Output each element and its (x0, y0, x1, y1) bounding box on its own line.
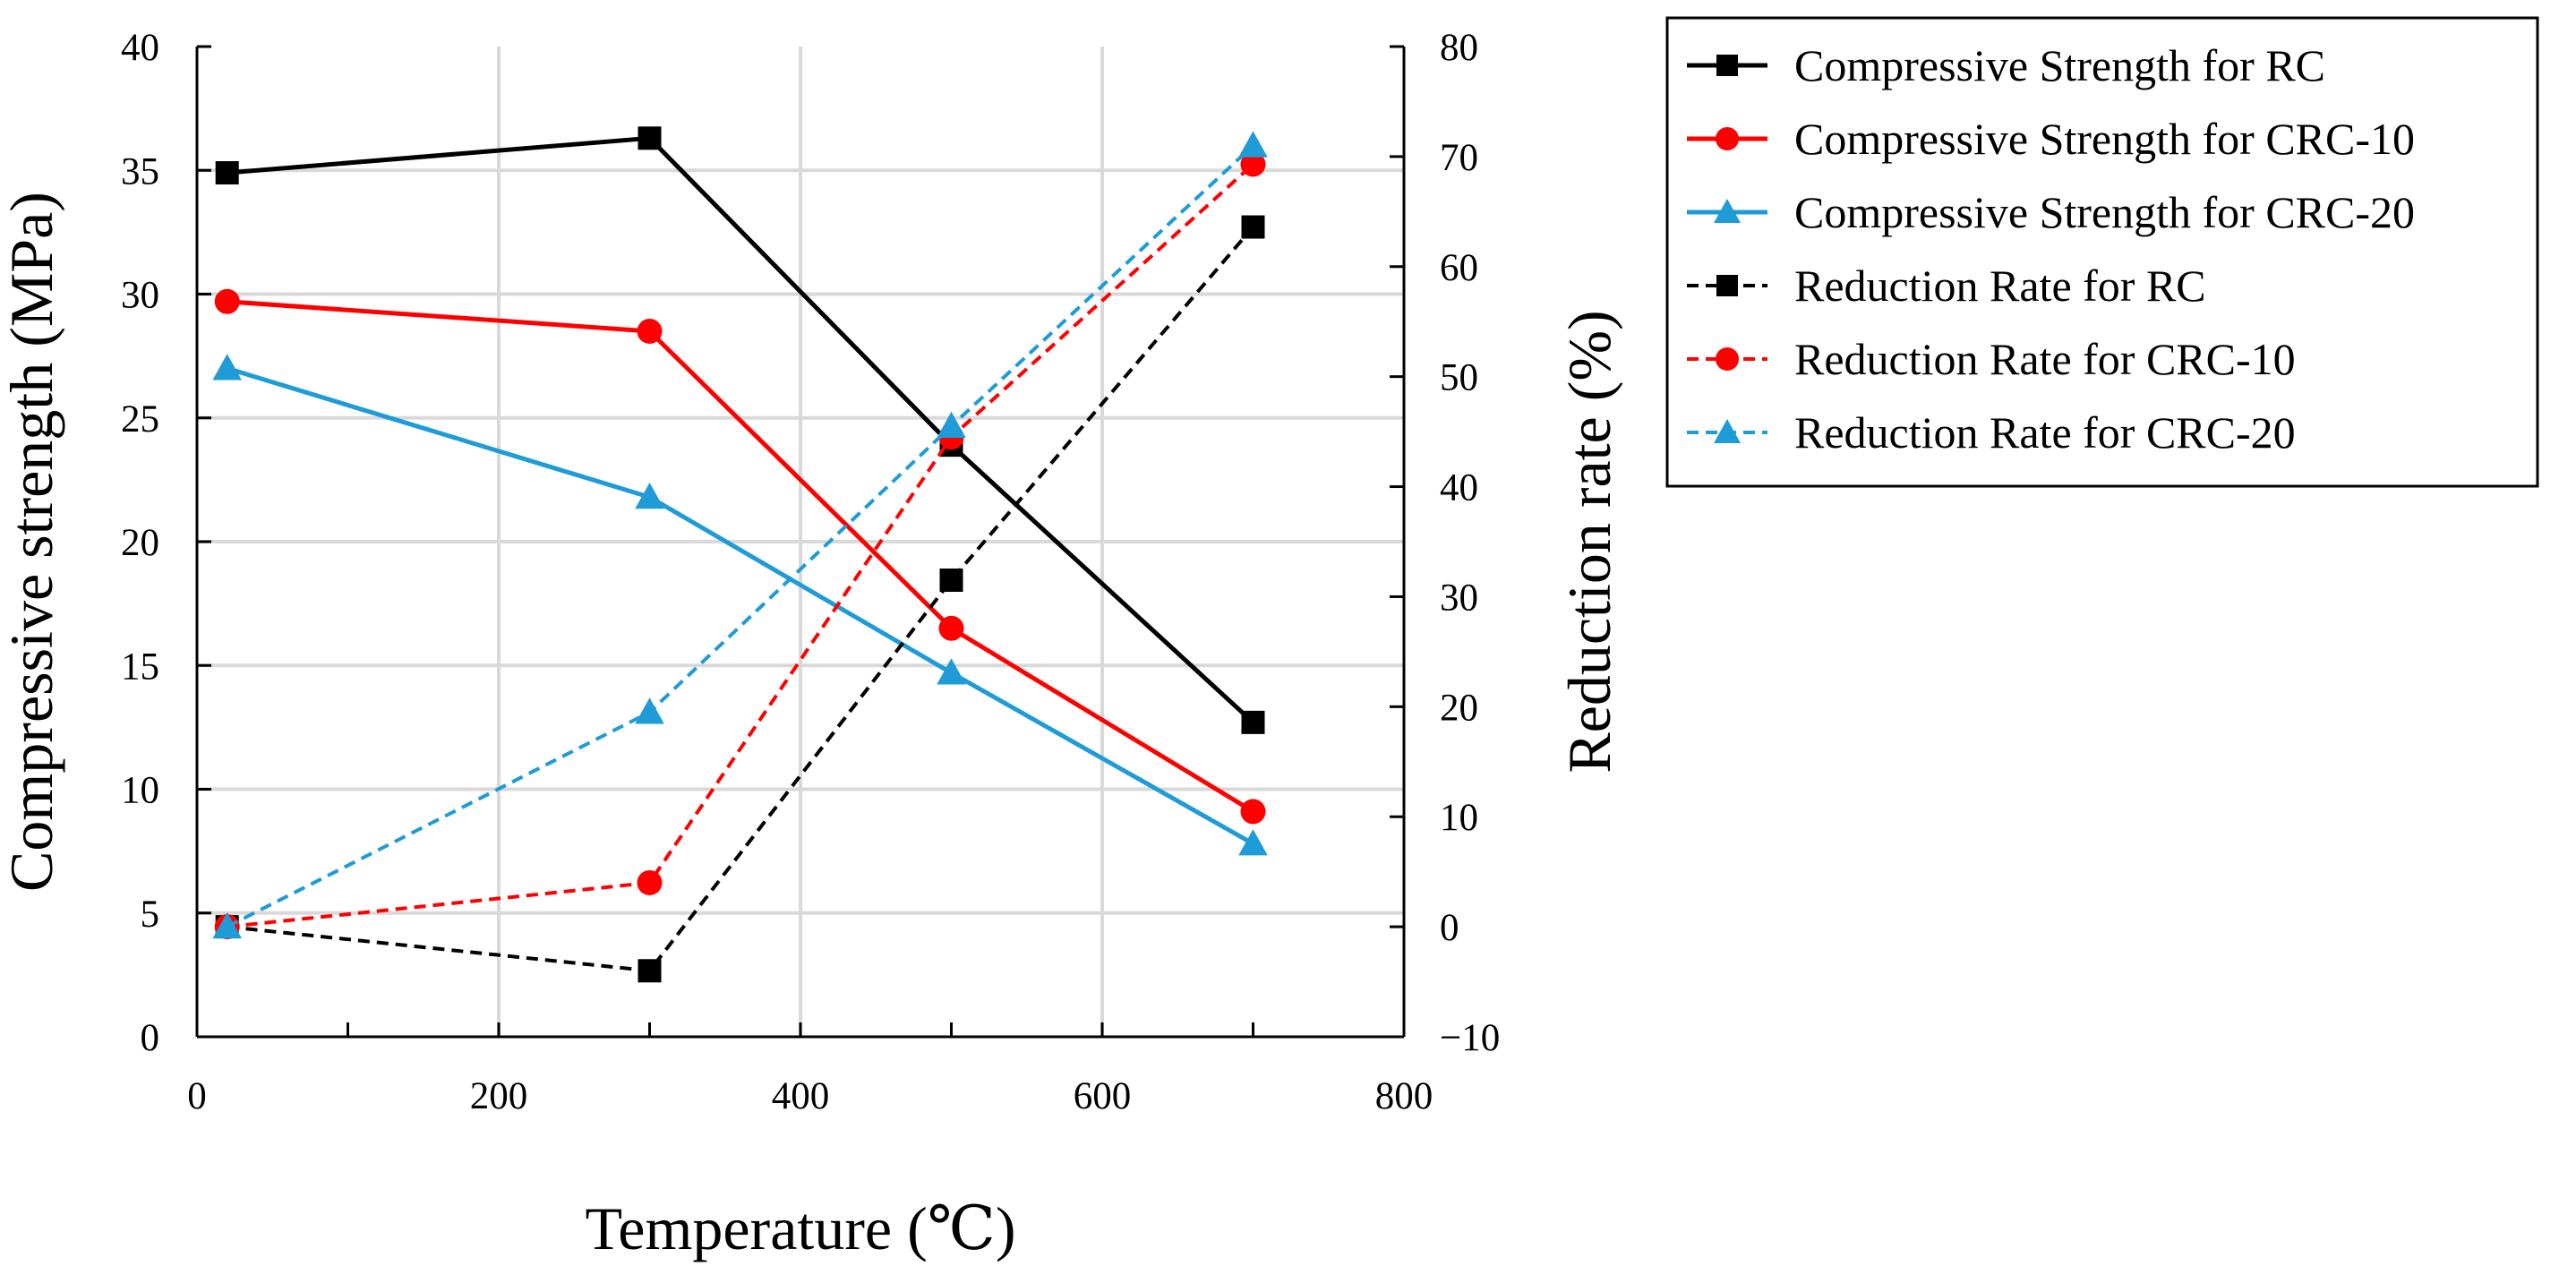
series-line (226, 144, 1254, 928)
y-tick-label: 25 (121, 398, 159, 440)
legend-label: Compressive Strength for RC (1794, 40, 2325, 90)
data-point (1240, 799, 1266, 825)
y2-tick-label: 20 (1440, 687, 1478, 729)
data-point (1238, 829, 1268, 856)
data-point (212, 354, 242, 381)
grid (197, 47, 1404, 1037)
y2-tick-label: 60 (1440, 247, 1478, 289)
y-tick-label: 0 (141, 1017, 160, 1059)
x-tick-label: 0 (187, 1075, 207, 1117)
legend-item: Compressive Strength for CRC-10 (1687, 114, 2415, 164)
x-axis-title: Temperature (℃) (586, 1194, 1016, 1262)
data-point (939, 569, 963, 593)
series-2 (214, 288, 1266, 825)
y-tick-label: 10 (121, 770, 159, 812)
series-line (227, 299, 1254, 814)
data-point (1240, 151, 1266, 177)
series-line (227, 163, 1254, 929)
series-line (226, 366, 1254, 846)
axes (195, 45, 1406, 1039)
data-point (937, 658, 966, 685)
legend-label: Reduction Rate for RC (1794, 261, 2206, 311)
series-1 (215, 126, 1265, 734)
legend-item: Compressive Strength for RC (1687, 40, 2325, 90)
legend: Compressive Strength for RC Compressive S… (1665, 16, 2539, 488)
series-layer (212, 126, 1268, 983)
y2-tick-label: 10 (1440, 797, 1478, 839)
x-tick-label: 400 (772, 1075, 830, 1117)
data-point (637, 869, 663, 895)
legend-marker (1714, 419, 1741, 443)
legend-marker (1716, 347, 1739, 371)
y2-tick-label: −10 (1440, 1017, 1500, 1059)
series-5 (214, 151, 1266, 940)
x-tick-label: 600 (1074, 1075, 1132, 1117)
series-line (227, 226, 1255, 973)
data-point (635, 482, 664, 509)
legend-item: Reduction Rate for RC (1687, 261, 2206, 311)
data-point (938, 615, 964, 641)
legend-label: Reduction Rate for CRC-10 (1794, 334, 2296, 384)
data-point (638, 126, 662, 150)
data-point (215, 161, 239, 185)
y2-axis-title: Reduction rate (%) (1555, 310, 1623, 773)
y2-tick-label: 80 (1440, 27, 1478, 69)
data-point (1241, 215, 1265, 239)
legend-item: Reduction Rate for CRC-20 (1687, 407, 2296, 458)
y-axis-title: Compressive strength (MPa) (0, 192, 65, 892)
y2-tick-label: 30 (1440, 577, 1478, 619)
legend-marker (1716, 55, 1738, 76)
series-line (227, 135, 1255, 724)
x-tick-label: 200 (470, 1075, 528, 1117)
y2-tick-label: 50 (1440, 357, 1478, 399)
series-3 (212, 354, 1268, 856)
tick-labels: 0 200 400 600 800 0 5 10 15 20 25 30 35 40 −10 0 10 20 30 4… (121, 27, 1500, 1117)
legend-item: Compressive Strength for CRC-20 (1687, 187, 2415, 237)
x-tick-label: 800 (1375, 1075, 1433, 1117)
y-tick-label: 5 (141, 894, 160, 936)
legend-marker (1716, 127, 1739, 150)
legend-label: Reduction Rate for CRC-20 (1794, 407, 2296, 458)
legend-label: Compressive Strength for CRC-10 (1794, 114, 2415, 164)
y-tick-label: 20 (121, 522, 159, 564)
series-6 (212, 131, 1268, 939)
data-point (637, 318, 663, 344)
legend-item: Reduction Rate for CRC-10 (1687, 334, 2296, 384)
legend-marker (1716, 275, 1738, 296)
data-point (212, 911, 242, 939)
legend-marker (1714, 199, 1741, 223)
legend-box (1665, 16, 2539, 488)
data-point (214, 288, 240, 314)
y-tick-label: 30 (121, 275, 159, 317)
series-4 (215, 215, 1265, 983)
y2-tick-label: 0 (1440, 907, 1459, 949)
y-tick-label: 35 (121, 150, 159, 192)
y2-tick-label: 40 (1440, 467, 1478, 509)
data-point (1238, 131, 1268, 158)
data-point (638, 959, 662, 983)
data-point (1241, 710, 1265, 734)
data-point (635, 697, 664, 724)
y2-tick-label: 70 (1440, 137, 1478, 179)
y-tick-label: 40 (121, 27, 159, 69)
y-tick-label: 15 (121, 646, 159, 688)
legend-label: Compressive Strength for CRC-20 (1794, 187, 2415, 237)
data-point (937, 411, 966, 438)
